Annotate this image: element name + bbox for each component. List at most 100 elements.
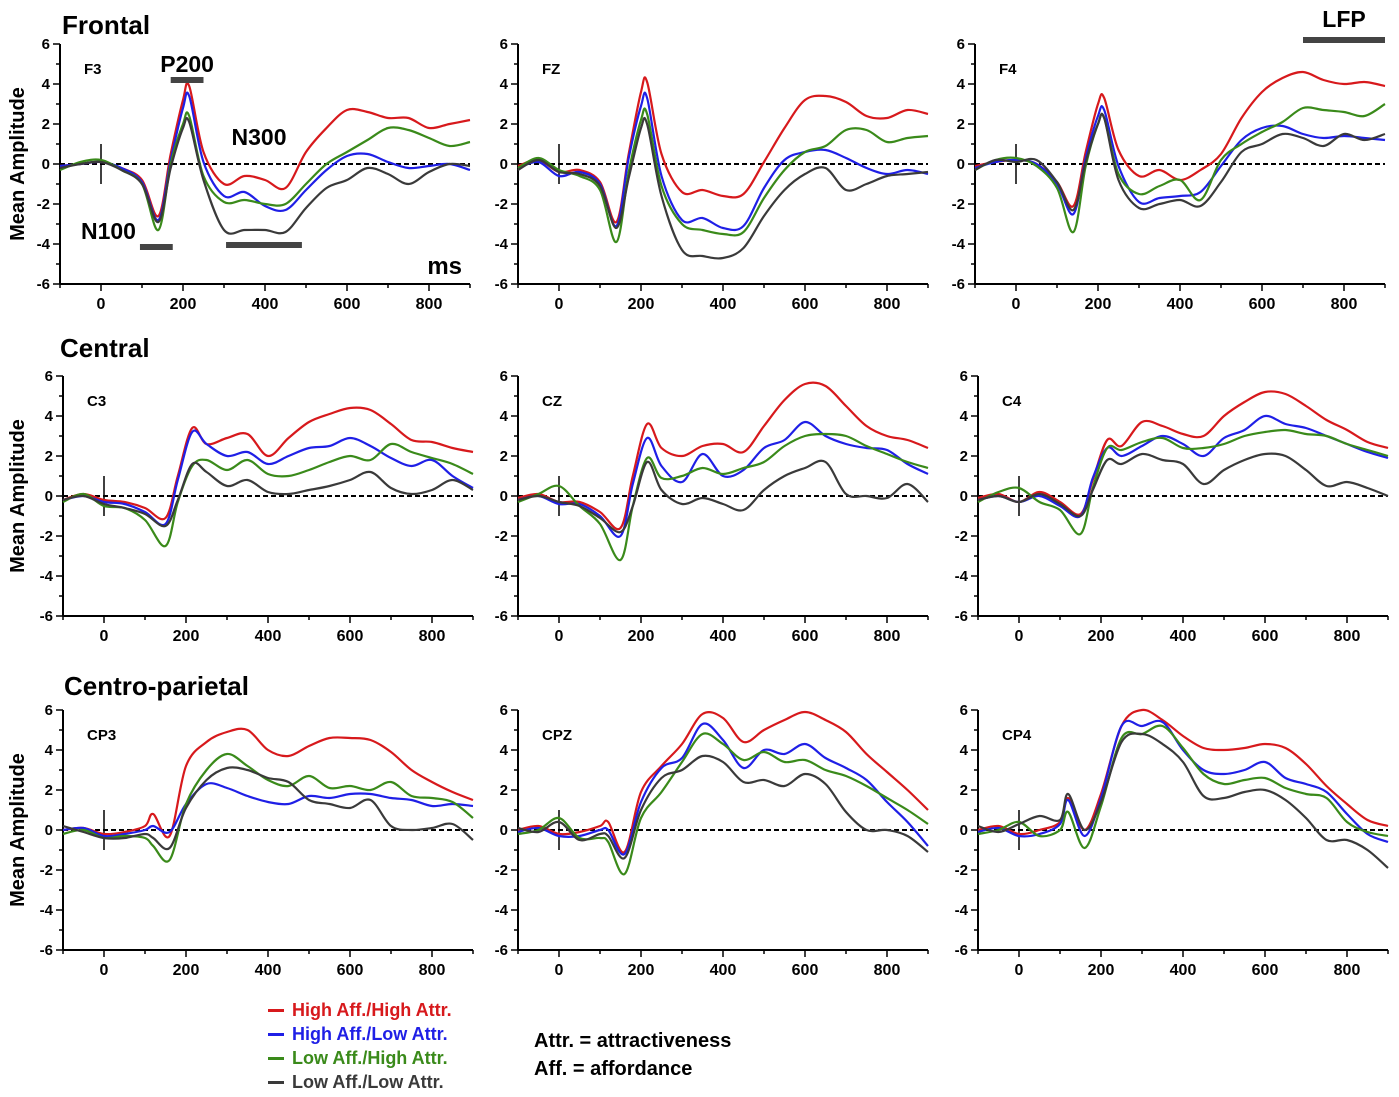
- x-tick-label: 600: [337, 962, 364, 979]
- x-tick-label: 0: [555, 962, 564, 979]
- y-tick-label: -6: [495, 942, 508, 959]
- series-line: [62, 766, 474, 851]
- x-tick-label: 800: [874, 296, 901, 313]
- x-tick-label: 600: [792, 962, 819, 979]
- y-axis-label: Mean Amplitude: [7, 87, 29, 241]
- component-window-bar: [226, 242, 302, 248]
- electrode-label: CP3: [87, 727, 116, 744]
- series-line: [59, 81, 471, 218]
- series-line: [517, 754, 929, 860]
- y-tick-label: -2: [40, 528, 53, 545]
- x-tick-label: 200: [628, 296, 655, 313]
- series-line: [62, 461, 474, 528]
- x-tick-label: 600: [792, 628, 819, 645]
- y-tick-label: 6: [500, 368, 508, 385]
- x-tick-label: 200: [170, 296, 197, 313]
- series-line: [974, 70, 1386, 208]
- erp-panel-cp3: -6 -4 -2 0 2 4 6 0 200 400 600 800 Mean Amplitude CP3: [7, 702, 474, 979]
- series-line: [517, 432, 929, 562]
- x-tick-label: 0: [100, 628, 109, 645]
- y-tick-label: 0: [960, 822, 968, 839]
- series-line: [62, 442, 474, 548]
- legend-swatch: [268, 1032, 284, 1036]
- component-window-bar: [139, 244, 173, 250]
- abbreviation-notes: Attr. = attractiveness Aff. = affordance: [534, 1027, 731, 1083]
- y-tick-label: -6: [952, 276, 965, 293]
- series-line: [517, 710, 929, 854]
- electrode-label: CP4: [1002, 727, 1032, 744]
- y-tick-label: -6: [40, 608, 53, 625]
- y-tick-label: 4: [45, 742, 54, 759]
- series-line: [517, 76, 929, 224]
- electrode-label: F3: [84, 61, 102, 78]
- y-tick-label: -2: [952, 196, 965, 213]
- y-tick-label: -2: [495, 196, 508, 213]
- electrode-label: CZ: [542, 393, 562, 410]
- erp-panel-f4: -6 -4 -2 0 2 4 6 0 200 400 600 800 F4 LFP: [952, 6, 1386, 313]
- x-tick-label: 0: [100, 962, 109, 979]
- x-tick-label: 400: [255, 962, 282, 979]
- legend-swatch: [268, 1080, 284, 1084]
- y-tick-label: 4: [957, 76, 966, 93]
- component-window-bar: [170, 77, 204, 83]
- y-tick-label: 2: [42, 116, 50, 133]
- erp-panel-c3: -6 -4 -2 0 2 4 6 0 200 400 600 800 Mean Amplitude C3: [7, 368, 474, 645]
- series-line: [977, 732, 1389, 869]
- unit-label: ms: [427, 253, 462, 280]
- erp-panel-fz: -6 -4 -2 0 2 4 6 0 200 400 600 800 FZ: [495, 36, 929, 313]
- y-tick-label: -4: [952, 236, 966, 253]
- x-tick-label: 400: [1170, 628, 1197, 645]
- series-line: [517, 722, 929, 856]
- series-line: [62, 782, 474, 838]
- y-tick-label: -6: [495, 608, 508, 625]
- section-label-centro-parietal: Centro-parietal: [64, 671, 249, 701]
- y-tick-label: 4: [500, 408, 509, 425]
- y-tick-label: 0: [42, 156, 50, 173]
- y-tick-label: -2: [495, 528, 508, 545]
- erp-panel-cz: -6 -4 -2 0 2 4 6 0 200 400 600 800 CZ: [495, 368, 929, 645]
- y-tick-label: -2: [955, 528, 968, 545]
- x-tick-label: 400: [710, 628, 737, 645]
- series-line: [977, 414, 1389, 519]
- legend-item: Low Aff./High Attr.: [268, 1046, 452, 1070]
- y-tick-label: 4: [500, 76, 509, 93]
- electrode-label: F4: [999, 61, 1017, 78]
- legend-label: High Aff./High Attr.: [292, 999, 452, 1020]
- erp-panel-c4: -6 -4 -2 0 2 4 6 0 200 400 600 800 C4: [955, 368, 1389, 645]
- y-tick-label: 0: [45, 488, 53, 505]
- series-line: [62, 429, 474, 527]
- y-tick-label: 4: [42, 76, 51, 93]
- legend-item: High Aff./High Attr.: [268, 998, 452, 1022]
- series-line: [62, 406, 474, 521]
- y-tick-label: -6: [37, 276, 50, 293]
- x-tick-label: 800: [874, 962, 901, 979]
- series-line: [977, 428, 1389, 536]
- y-tick-label: 6: [45, 702, 53, 719]
- x-tick-label: 400: [710, 296, 737, 313]
- legend: High Aff./High Attr. High Aff./Low Attr.…: [268, 998, 452, 1094]
- y-tick-label: -4: [495, 236, 509, 253]
- series-line: [977, 719, 1389, 844]
- x-tick-label: 200: [1085, 296, 1112, 313]
- y-axis-label: Mean Amplitude: [7, 419, 29, 573]
- y-tick-label: 6: [960, 702, 968, 719]
- y-tick-label: -2: [40, 862, 53, 879]
- y-tick-label: -6: [40, 942, 53, 959]
- x-tick-label: 200: [1088, 962, 1115, 979]
- legend-swatch: [268, 1008, 284, 1012]
- x-tick-label: 600: [1252, 962, 1279, 979]
- x-tick-label: 600: [792, 296, 819, 313]
- electrode-label: C3: [87, 393, 106, 410]
- y-tick-label: -4: [495, 902, 509, 919]
- x-tick-label: 600: [1249, 296, 1276, 313]
- x-tick-label: 0: [555, 628, 564, 645]
- x-tick-label: 0: [1015, 962, 1024, 979]
- x-tick-label: 800: [1334, 962, 1361, 979]
- x-tick-label: 0: [1012, 296, 1021, 313]
- legend-label: High Aff./Low Attr.: [292, 1023, 448, 1044]
- x-tick-label: 0: [97, 296, 106, 313]
- component-label: P200: [160, 51, 214, 77]
- y-tick-label: 6: [960, 368, 968, 385]
- y-tick-label: -6: [955, 942, 968, 959]
- x-tick-label: 400: [1167, 296, 1194, 313]
